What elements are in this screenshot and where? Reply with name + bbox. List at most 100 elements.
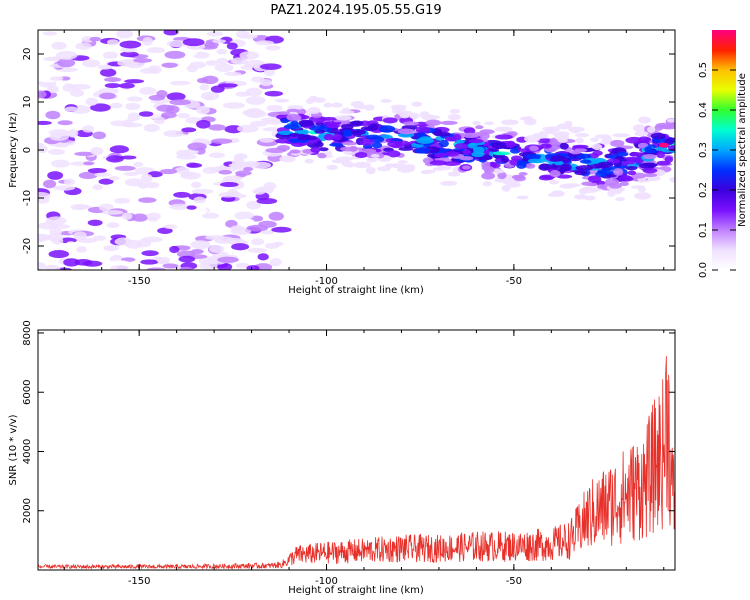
heatmap-cell xyxy=(163,130,184,138)
heatmap-cell xyxy=(236,124,259,133)
heatmap-cell xyxy=(234,153,248,160)
heatmap-cell xyxy=(223,175,243,182)
snr-frame xyxy=(37,329,676,571)
heatmap-cell xyxy=(398,147,414,151)
heatmap-cell xyxy=(525,163,536,169)
heatmap-cell xyxy=(656,160,671,166)
heatmap-cell xyxy=(38,233,48,243)
heatmap-cell xyxy=(600,139,611,145)
heatmap-cell xyxy=(550,190,565,197)
heatmap-cell xyxy=(538,163,551,171)
heatmap-cell xyxy=(108,193,127,199)
heatmap-cell xyxy=(195,105,210,115)
heatmap-cell xyxy=(335,115,352,121)
heatmap-cell xyxy=(492,151,511,156)
heatmap-cell xyxy=(343,129,352,136)
heatmap-cell xyxy=(38,120,52,125)
colorbar-tick-label: 0.5 xyxy=(698,62,709,78)
heatmap-cell xyxy=(397,160,409,164)
heatmap-cell xyxy=(517,148,534,153)
heatmap-cell xyxy=(615,197,625,202)
heatmap-cell xyxy=(99,92,116,100)
heatmap-cell xyxy=(554,134,569,141)
heatmap-cell xyxy=(124,79,145,84)
heatmap-cell xyxy=(511,174,525,180)
heatmap-cell xyxy=(415,126,431,134)
heatmap-cell xyxy=(475,125,484,130)
spectrogram-xlabel: Height of straight line (km) xyxy=(288,285,424,296)
heatmap-cell xyxy=(433,130,443,137)
heatmap-cell xyxy=(549,170,561,178)
heatmap-peak xyxy=(658,142,669,148)
heatmap-cell xyxy=(67,129,79,138)
heatmap-cell xyxy=(146,212,161,220)
heatmap-cell xyxy=(121,212,133,220)
heatmap-cell xyxy=(189,61,206,69)
heatmap-cell xyxy=(340,146,358,152)
heatmap-cell xyxy=(273,241,284,246)
heatmap-cell xyxy=(106,155,124,163)
heatmap-cell xyxy=(491,141,508,150)
snr-xtick-label: -100 xyxy=(315,576,338,587)
snr-ticks: -150 -100 -50 2000 4000 6000 8000 xyxy=(22,320,675,587)
heatmap-cell xyxy=(218,83,238,88)
heatmap-cell xyxy=(218,191,239,198)
heatmap-cell xyxy=(38,145,48,154)
heatmap-cell xyxy=(524,154,542,159)
heatmap-cell xyxy=(162,263,179,269)
heatmap-cell xyxy=(454,139,465,144)
heatmap-cell xyxy=(479,132,490,140)
heatmap-cell xyxy=(259,63,282,70)
heatmap-cell xyxy=(550,155,566,162)
spectrogram-xtick-label: -100 xyxy=(315,276,338,287)
heatmap-cell xyxy=(186,205,197,210)
heatmap-cell xyxy=(420,169,432,175)
heatmap-cell xyxy=(559,183,576,189)
heatmap-cell xyxy=(332,133,343,141)
heatmap-cell xyxy=(230,227,252,236)
heatmap-cell xyxy=(187,142,207,151)
heatmap-cell xyxy=(642,154,657,160)
heatmap-cell xyxy=(263,182,277,191)
heatmap-cell xyxy=(310,147,321,153)
heatmap-cell xyxy=(116,30,134,39)
heatmap-cell xyxy=(217,263,233,270)
heatmap-cell xyxy=(276,145,291,152)
heatmap-cell xyxy=(210,138,233,144)
heatmap-cell xyxy=(638,116,651,124)
heatmap-cell xyxy=(166,40,188,48)
heatmap-cell xyxy=(297,135,308,141)
heatmap-cell xyxy=(126,96,143,102)
heatmap-cell xyxy=(324,151,333,156)
heatmap-cell xyxy=(587,175,602,183)
heatmap-cell xyxy=(509,148,521,154)
heatmap-cell xyxy=(179,266,193,270)
heatmap-cell xyxy=(85,97,98,106)
heatmap-cell xyxy=(468,138,484,144)
heatmap-cell xyxy=(98,87,119,95)
heatmap-cell xyxy=(141,250,159,257)
snr-xtick-label: -150 xyxy=(128,576,151,587)
heatmap-cell xyxy=(353,104,368,110)
heatmap-cell xyxy=(133,58,153,63)
heatmap-cell xyxy=(124,178,144,187)
heatmap-cell xyxy=(396,163,408,168)
colorbar-tick-label: 0.4 xyxy=(698,102,709,118)
heatmap-cell xyxy=(346,162,355,168)
heatmap-cell xyxy=(438,139,449,148)
heatmap-cell xyxy=(153,116,165,125)
heatmap-cell xyxy=(482,181,492,187)
heatmap-cell xyxy=(608,182,623,189)
heatmap-cell xyxy=(271,226,292,233)
heatmap-cell xyxy=(524,135,541,143)
heatmap-cell xyxy=(618,176,634,182)
heatmap-cell xyxy=(462,132,479,139)
heatmap-cell xyxy=(75,42,92,50)
heatmap-cell xyxy=(259,138,274,143)
heatmap-cell xyxy=(280,118,289,124)
heatmap-cell xyxy=(131,213,148,222)
heatmap-cell xyxy=(353,161,372,168)
heatmap-cell xyxy=(51,237,64,245)
heatmap-cell xyxy=(390,104,407,109)
heatmap-cell xyxy=(144,181,160,189)
